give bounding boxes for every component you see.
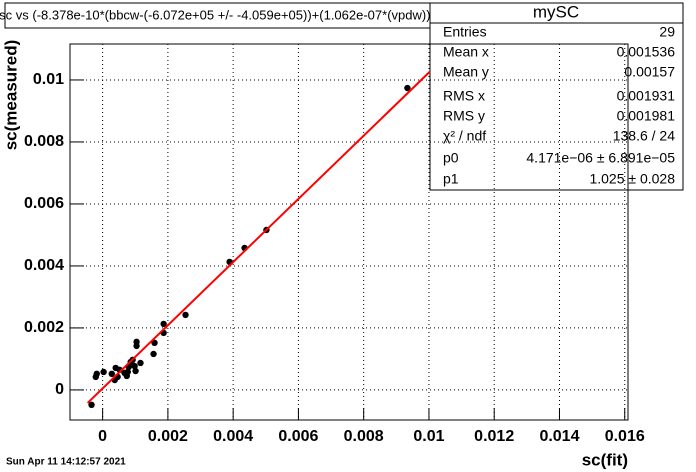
- x-tick-label: 0.006: [278, 428, 318, 445]
- point: [100, 368, 107, 376]
- stats-label: Mean y: [443, 64, 489, 80]
- point: [93, 370, 100, 378]
- x-tick-label: 0.004: [213, 428, 253, 445]
- point: [108, 370, 115, 378]
- chart-title: sc vs (-8.378e-10*(bbcw-(-6.072e+05 +/- …: [0, 7, 435, 22]
- x-tick-label: 0.016: [605, 428, 645, 445]
- stats-value: 1.025 ± 0.028: [589, 171, 675, 187]
- y-tick-label: 0.006: [24, 195, 64, 212]
- y-tick-label: 0.004: [24, 257, 64, 274]
- x-tick-label: 0.012: [474, 428, 514, 445]
- stats-label: p1: [443, 171, 459, 187]
- stats-label: χ² / ndf: [443, 128, 486, 144]
- x-tick-label: 0: [98, 428, 107, 445]
- x-tick-label: 0.008: [344, 428, 384, 445]
- timestamp: Sun Apr 11 14:12:57 2021: [6, 457, 126, 468]
- plot-frame: [69, 43, 629, 421]
- point: [88, 401, 95, 409]
- stats-value: 0.001931: [617, 88, 676, 104]
- point: [404, 84, 411, 92]
- y-tick-label: 0.002: [24, 319, 64, 336]
- point: [160, 320, 167, 328]
- stats-value: 4.171e−06 ± 6.891e−05: [526, 150, 675, 166]
- stats-label: Entries: [443, 24, 487, 40]
- x-axis-label: sc(fit): [582, 450, 628, 469]
- stats-value: 0.001981: [617, 108, 676, 124]
- stats-value: 29: [659, 24, 675, 40]
- y-axis-label: sc(measured): [1, 40, 20, 151]
- x-tick-label: 0.014: [539, 428, 579, 445]
- y-tick-label: 0: [55, 381, 64, 398]
- stats-label: Mean x: [443, 44, 489, 60]
- x-tick-label: 0.002: [148, 428, 188, 445]
- stats-value: 138.6 / 24: [613, 128, 675, 144]
- title-box: [4, 2, 431, 29]
- stats-label: p0: [443, 150, 459, 166]
- stats-label: RMS x: [443, 88, 485, 104]
- stats-value: 0.00157: [624, 64, 675, 80]
- point: [182, 311, 189, 319]
- point: [131, 362, 138, 370]
- point: [150, 350, 157, 358]
- point: [132, 367, 139, 375]
- x-tick-label: 0.01: [413, 428, 444, 445]
- stats-label: RMS y: [443, 108, 485, 124]
- point: [151, 339, 158, 347]
- y-tick-label: 0.01: [33, 71, 64, 88]
- stats-box: [429, 2, 684, 191]
- stats-title: mySC: [533, 2, 579, 21]
- point: [133, 338, 140, 346]
- stats-value: 0.001536: [617, 44, 676, 60]
- point: [137, 359, 144, 367]
- y-tick-label: 0.008: [24, 133, 64, 150]
- fit-line: [86, 71, 431, 404]
- point: [124, 368, 131, 376]
